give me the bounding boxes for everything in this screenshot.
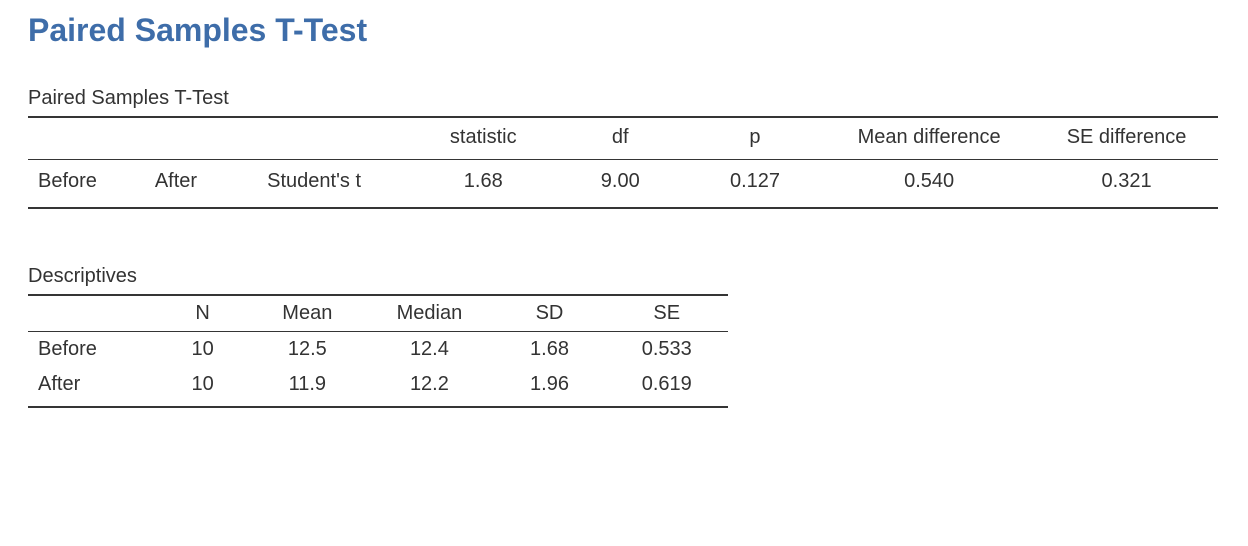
descriptives-table-title: Descriptives — [28, 265, 1220, 288]
desc-after-median: 12.2 — [365, 367, 493, 407]
ttest-col-statistic: statistic — [413, 117, 554, 160]
ttest-table: statistic df p Mean difference SE differ… — [28, 116, 1218, 209]
desc-col-n: N — [156, 295, 249, 332]
desc-col-median: Median — [365, 295, 493, 332]
ttest-col-2 — [253, 117, 413, 160]
ttest-row: Before After Student's t 1.68 9.00 0.127… — [28, 160, 1218, 209]
ttest-col-se-diff: SE difference — [1035, 117, 1218, 160]
desc-after-n: 10 — [156, 367, 249, 407]
desc-col-sd: SD — [493, 295, 605, 332]
ttest-cell-statistic: 1.68 — [413, 160, 554, 209]
ttest-cell-p: 0.127 — [687, 160, 823, 209]
desc-before-mean: 12.5 — [249, 332, 365, 368]
ttest-col-1 — [141, 117, 253, 160]
ttest-header-row: statistic df p Mean difference SE differ… — [28, 117, 1218, 160]
desc-before-n: 10 — [156, 332, 249, 368]
ttest-cell-df: 9.00 — [554, 160, 687, 209]
desc-after-sd: 1.96 — [493, 367, 605, 407]
desc-before-median: 12.4 — [365, 332, 493, 368]
desc-before-label: Before — [28, 332, 156, 368]
ttest-cell-method: Student's t — [253, 160, 413, 209]
desc-before-se: 0.533 — [606, 332, 729, 368]
ttest-cell-var2: After — [141, 160, 253, 209]
desc-col-0 — [28, 295, 156, 332]
ttest-col-p: p — [687, 117, 823, 160]
desc-col-mean: Mean — [249, 295, 365, 332]
ttest-cell-sediff: 0.321 — [1035, 160, 1218, 209]
desc-before-sd: 1.68 — [493, 332, 605, 368]
descriptives-table: N Mean Median SD SE Before 10 12.5 12.4 … — [28, 294, 728, 408]
spacer — [28, 209, 1220, 265]
ttest-col-0 — [28, 117, 141, 160]
desc-after-mean: 11.9 — [249, 367, 365, 407]
ttest-table-title: Paired Samples T-Test — [28, 87, 1220, 110]
ttest-cell-var1: Before — [28, 160, 141, 209]
desc-col-se: SE — [606, 295, 729, 332]
ttest-col-mean-diff: Mean difference — [823, 117, 1035, 160]
desc-row-before: Before 10 12.5 12.4 1.68 0.533 — [28, 332, 728, 368]
ttest-cell-meandiff: 0.540 — [823, 160, 1035, 209]
desc-row-after: After 10 11.9 12.2 1.96 0.619 — [28, 367, 728, 407]
desc-after-label: After — [28, 367, 156, 407]
desc-after-se: 0.619 — [606, 367, 729, 407]
main-title: Paired Samples T-Test — [28, 12, 1220, 49]
page-root: Paired Samples T-Test Paired Samples T-T… — [0, 0, 1248, 448]
desc-header-row: N Mean Median SD SE — [28, 295, 728, 332]
ttest-col-df: df — [554, 117, 687, 160]
